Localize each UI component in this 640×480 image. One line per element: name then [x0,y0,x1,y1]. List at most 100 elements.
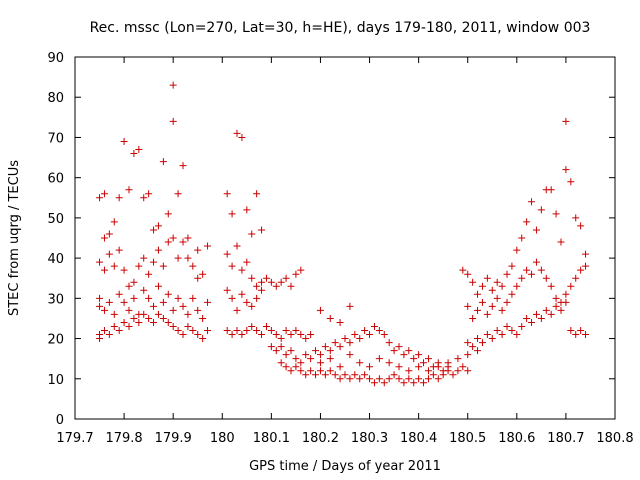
data-point [356,375,364,383]
data-point [316,351,324,359]
data-point [321,371,329,379]
y-tick-label: 20 [47,333,64,348]
data-point [169,117,177,125]
data-point [316,306,324,314]
data-point [424,375,432,383]
data-point [307,367,315,375]
data-point [366,331,374,339]
data-point [464,367,472,375]
data-point [415,375,423,383]
data-point [272,331,280,339]
data-point [228,262,236,270]
data-point [336,375,344,383]
data-point [282,363,290,371]
data-point [572,214,580,222]
data-point [110,218,118,226]
data-point [385,375,393,383]
data-point [115,290,123,298]
data-point [233,306,241,314]
data-point [164,290,172,298]
data-point [493,294,501,302]
data-point [307,331,315,339]
data-point [346,375,354,383]
data-point [493,278,501,286]
data-point [169,234,177,242]
data-point [341,371,349,379]
data-point [336,318,344,326]
data-point [292,355,300,363]
data-point [513,282,521,290]
data-point [518,322,526,330]
data-point [297,359,305,367]
data-point [454,367,462,375]
data-point [326,347,334,355]
data-point [174,294,182,302]
data-point [135,146,143,154]
data-point [577,222,585,230]
data-point [562,290,570,298]
data-point [488,335,496,343]
data-point [552,294,560,302]
data-point [366,363,374,371]
data-point [400,379,408,387]
data-point [228,294,236,302]
data-point [513,331,521,339]
data-point [100,234,108,242]
data-point [542,274,550,282]
data-point [474,290,482,298]
data-point [557,238,565,246]
x-tick-label: 179.9 [155,431,192,446]
data-point [356,335,364,343]
data-point [351,331,359,339]
data-point [154,310,162,318]
data-point [508,262,516,270]
x-tick-label: 180.1 [253,431,290,446]
data-point [194,274,202,282]
data-point [474,347,482,355]
data-point [346,339,354,347]
data-point [120,318,128,326]
data-point [184,254,192,262]
data-point [189,294,197,302]
data-point [204,242,212,250]
data-point [184,322,192,330]
data-point [223,190,231,198]
data-point [498,331,506,339]
data-point [508,327,516,335]
y-tick-label: 90 [47,51,64,66]
data-point [582,250,590,258]
data-point [537,206,545,214]
data-point [478,298,486,306]
y-axis-label: STEC from uqrg / TECUs [7,160,22,316]
data-point [105,250,113,258]
data-point [262,322,270,330]
data-point [361,371,369,379]
data-point [375,355,383,363]
data-point [179,302,187,310]
data-point [302,335,310,343]
data-point [223,327,231,335]
data-point [459,363,467,371]
data-point [130,278,138,286]
data-point [331,339,339,347]
data-point [312,371,320,379]
data-point [154,222,162,230]
data-point [277,278,285,286]
data-point [243,206,251,214]
y-tick-label: 60 [47,172,64,187]
data-point [297,331,305,339]
data-point [258,331,266,339]
data-point [184,310,192,318]
data-point [562,117,570,125]
data-point [100,327,108,335]
data-point [179,331,187,339]
data-point [537,266,545,274]
data-point [145,270,153,278]
data-point [179,238,187,246]
x-tick-label: 180.5 [449,431,486,446]
data-point [380,379,388,387]
x-tick-label: 180.8 [596,431,633,446]
data-point [434,375,442,383]
data-point [370,379,378,387]
data-point [400,351,408,359]
